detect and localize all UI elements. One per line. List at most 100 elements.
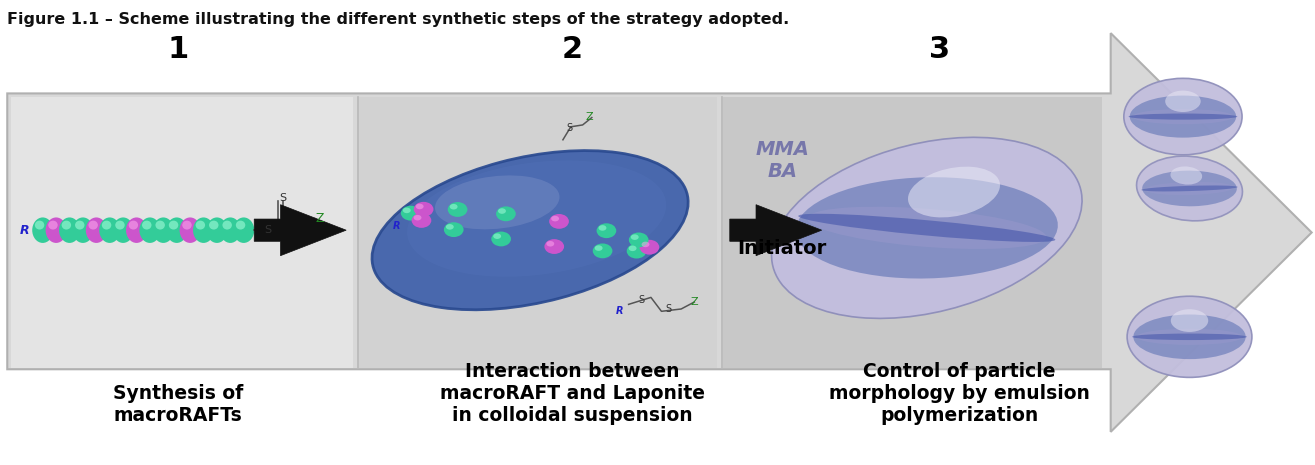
Text: R: R <box>392 220 400 231</box>
Ellipse shape <box>126 218 147 243</box>
Ellipse shape <box>416 204 423 209</box>
Polygon shape <box>8 33 1311 432</box>
Ellipse shape <box>72 218 93 243</box>
Polygon shape <box>730 205 822 256</box>
Ellipse shape <box>1134 314 1245 359</box>
Polygon shape <box>723 97 1102 368</box>
Ellipse shape <box>629 232 648 247</box>
Ellipse shape <box>180 218 201 243</box>
Ellipse shape <box>196 220 205 230</box>
Ellipse shape <box>222 220 231 230</box>
Ellipse shape <box>631 234 639 240</box>
Text: Z: Z <box>316 212 325 225</box>
Ellipse shape <box>1127 296 1252 378</box>
Ellipse shape <box>807 207 1047 249</box>
Ellipse shape <box>153 218 174 243</box>
Ellipse shape <box>907 166 999 218</box>
Polygon shape <box>254 205 346 256</box>
Ellipse shape <box>493 233 501 239</box>
Ellipse shape <box>1170 309 1208 332</box>
Ellipse shape <box>155 220 164 230</box>
Ellipse shape <box>1145 182 1233 195</box>
Ellipse shape <box>627 244 647 259</box>
Ellipse shape <box>166 218 187 243</box>
Text: Z: Z <box>585 112 593 121</box>
Text: S: S <box>567 123 572 133</box>
Text: Initiator: Initiator <box>738 239 827 258</box>
Ellipse shape <box>546 241 554 246</box>
Ellipse shape <box>168 220 179 230</box>
Ellipse shape <box>401 206 421 220</box>
Ellipse shape <box>85 218 107 243</box>
Ellipse shape <box>33 218 53 243</box>
Ellipse shape <box>220 218 241 243</box>
Ellipse shape <box>46 218 67 243</box>
Ellipse shape <box>1128 113 1237 120</box>
Ellipse shape <box>372 151 688 310</box>
Ellipse shape <box>408 160 667 277</box>
Ellipse shape <box>594 246 602 251</box>
Ellipse shape <box>639 240 659 255</box>
Ellipse shape <box>1132 333 1247 340</box>
Ellipse shape <box>193 218 214 243</box>
Ellipse shape <box>597 223 617 238</box>
Ellipse shape <box>1141 186 1237 192</box>
Text: R: R <box>615 306 623 316</box>
Ellipse shape <box>142 220 151 230</box>
Ellipse shape <box>206 218 227 243</box>
Ellipse shape <box>88 220 97 230</box>
Ellipse shape <box>75 220 84 230</box>
Ellipse shape <box>59 218 80 243</box>
Ellipse shape <box>444 222 464 237</box>
Ellipse shape <box>1132 109 1233 124</box>
Polygon shape <box>12 97 352 368</box>
Text: S: S <box>639 295 644 305</box>
Text: Figure 1.1 – Scheme illustrating the different synthetic steps of the strategy a: Figure 1.1 – Scheme illustrating the dif… <box>8 12 789 27</box>
Ellipse shape <box>101 220 112 230</box>
Ellipse shape <box>139 218 160 243</box>
Ellipse shape <box>492 232 512 246</box>
Ellipse shape <box>36 220 45 230</box>
Text: S: S <box>665 304 671 314</box>
Ellipse shape <box>551 216 559 221</box>
Text: Z: Z <box>690 297 698 307</box>
Ellipse shape <box>796 177 1057 279</box>
Ellipse shape <box>113 218 134 243</box>
Ellipse shape <box>412 213 431 228</box>
Ellipse shape <box>129 220 138 230</box>
Ellipse shape <box>1130 96 1236 138</box>
Ellipse shape <box>642 242 650 247</box>
Ellipse shape <box>414 202 434 217</box>
Ellipse shape <box>798 214 1056 242</box>
Text: Interaction between
macroRAFT and Laponite
in colloidal suspension: Interaction between macroRAFT and Laponi… <box>439 362 705 425</box>
Ellipse shape <box>49 220 58 230</box>
Ellipse shape <box>233 218 254 243</box>
Text: MMA
BA: MMA BA <box>755 140 809 181</box>
Ellipse shape <box>446 224 454 230</box>
Ellipse shape <box>1136 156 1243 221</box>
Ellipse shape <box>550 214 569 229</box>
Text: Control of particle
morphology by emulsion
polymerization: Control of particle morphology by emulsi… <box>830 362 1090 425</box>
Ellipse shape <box>1124 78 1243 155</box>
Ellipse shape <box>116 220 125 230</box>
Text: 1: 1 <box>167 35 188 64</box>
Ellipse shape <box>447 202 467 217</box>
Polygon shape <box>359 97 717 368</box>
Ellipse shape <box>183 220 192 230</box>
Ellipse shape <box>598 225 606 231</box>
Text: S: S <box>280 193 287 203</box>
Ellipse shape <box>1165 91 1201 112</box>
Text: S: S <box>264 225 271 235</box>
Ellipse shape <box>1170 166 1202 185</box>
Ellipse shape <box>772 137 1082 319</box>
Ellipse shape <box>402 207 410 213</box>
Ellipse shape <box>209 220 218 230</box>
Ellipse shape <box>498 208 506 214</box>
Ellipse shape <box>62 220 71 230</box>
Text: R: R <box>20 224 30 237</box>
Ellipse shape <box>435 175 559 229</box>
Ellipse shape <box>593 244 613 258</box>
Ellipse shape <box>1143 171 1237 206</box>
Text: 3: 3 <box>930 35 951 64</box>
Ellipse shape <box>496 206 515 221</box>
